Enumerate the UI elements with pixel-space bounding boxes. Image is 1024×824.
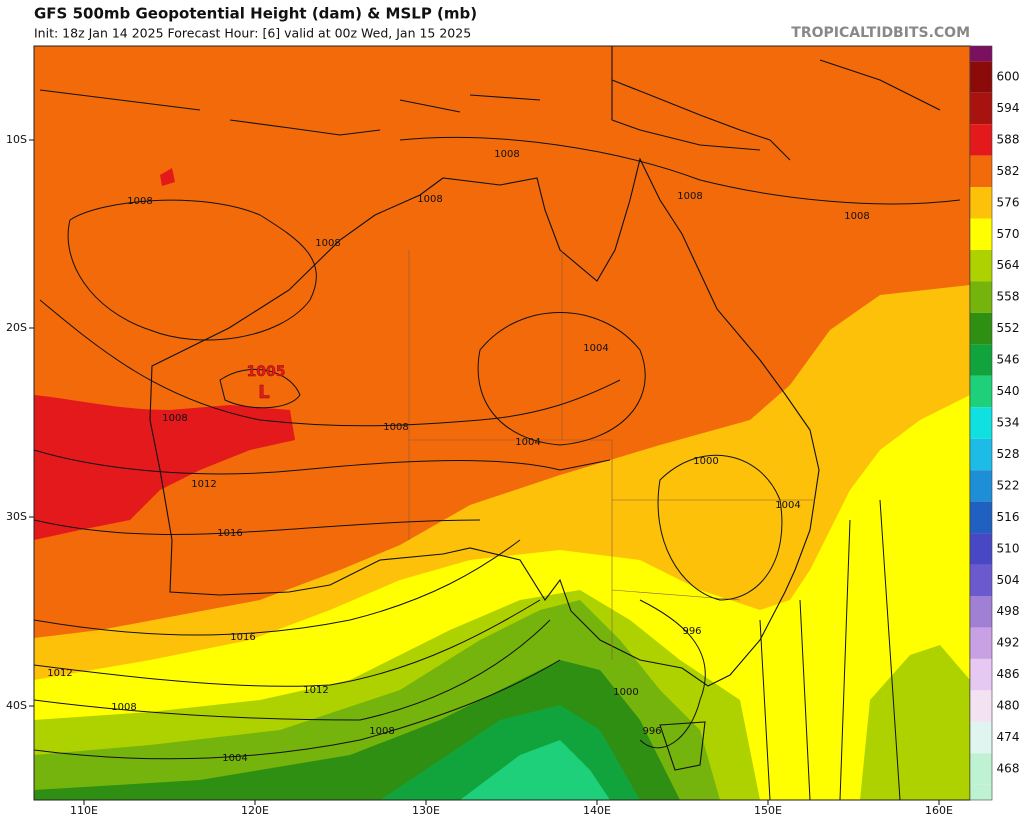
colorbar-swatch: [970, 407, 992, 439]
isobar-label: 1008: [383, 422, 408, 433]
isobar-label: 1008: [417, 194, 442, 205]
lon-label: 130E: [412, 804, 440, 817]
site-name: TROPICALTIDBITS.COM: [791, 25, 970, 41]
isobar-label: 1004: [222, 753, 247, 764]
colorbar-swatch: [970, 690, 992, 722]
low-symbol: L: [258, 382, 269, 403]
isobar-label: 1008: [127, 196, 152, 207]
colorbar-swatch: [970, 124, 992, 156]
colorbar-label: 576: [997, 195, 1020, 209]
lon-label: 150E: [754, 804, 782, 817]
colorbar-swatch: [970, 218, 992, 250]
colorbar-label: 594: [997, 101, 1020, 115]
colorbar-swatch: [970, 564, 992, 596]
colorbar-swatch: [970, 470, 992, 502]
colorbar-label: 558: [997, 290, 1020, 304]
isobar-label: 996: [642, 726, 661, 737]
lat-label: 10S: [6, 133, 27, 146]
colorbar: 600 594 588 582 576 570 564 558 552 546 540 534 528 5…: [969, 45, 1020, 801]
colorbar-swatch: [970, 375, 992, 408]
colorbar-label: 546: [997, 353, 1020, 367]
isobars: [34, 136, 961, 800]
colorbar-swatch: [970, 155, 992, 188]
isobar-label: 1012: [47, 668, 72, 679]
lon-label: 120E: [241, 804, 269, 817]
colorbar-label: 540: [997, 384, 1020, 398]
lat-label: 20S: [6, 321, 27, 334]
colorbar-swatch: [970, 281, 992, 313]
colorbar-label: 480: [997, 699, 1020, 713]
colorbar-swatch: [970, 596, 992, 628]
colorbar-label: 510: [997, 541, 1020, 555]
colorbar-swatch: [970, 344, 992, 376]
isobar-label: 1004: [775, 500, 800, 511]
colorbar-swatch: [970, 658, 992, 691]
band-540: [460, 740, 610, 800]
band-588: [34, 168, 295, 540]
colorbar-swatch: [970, 721, 992, 754]
lon-label: 140E: [583, 804, 611, 817]
colorbar-label: 498: [997, 604, 1020, 618]
map-area: 1005 L: [33, 45, 971, 801]
colorbar-swatch: [970, 187, 992, 219]
isobar-label: 1004: [515, 437, 540, 448]
colorbar-swatch: [970, 61, 992, 93]
colorbar-swatch: [970, 250, 992, 282]
colorbar-label: 468: [997, 762, 1020, 776]
colorbar-swatch: [970, 753, 992, 785]
isobar-label: 1008: [677, 191, 702, 202]
lat-label: 30S: [6, 510, 27, 523]
lat-label: 40S: [6, 699, 27, 712]
isobar-label: 1016: [230, 632, 255, 643]
colorbar-label: 552: [997, 321, 1020, 335]
low-pressure-value: 1005: [247, 364, 286, 380]
colorbar-label: 534: [997, 416, 1020, 430]
isobar-label: 1008: [162, 413, 187, 424]
colorbar-label: 582: [997, 164, 1020, 178]
isobar-label: 1004: [583, 343, 608, 354]
colorbar-swatch: [970, 627, 992, 659]
colorbar-label: 564: [997, 258, 1020, 272]
colorbar-swatch: [970, 501, 992, 534]
colorbar-label: 474: [997, 730, 1020, 744]
isobar-label: 1008: [494, 149, 519, 160]
isobar-label: 1008: [111, 702, 136, 713]
lon-label: 160E: [925, 804, 953, 817]
isobar-label: 1008: [369, 726, 394, 737]
isobar-label: 1000: [613, 687, 638, 698]
isobar-label: 1000: [693, 456, 718, 467]
isobar-label: 1008: [844, 211, 869, 222]
colorbar-label: 504: [997, 573, 1020, 587]
coastlines: [39, 46, 941, 771]
isobar-label: 1008: [315, 238, 340, 249]
colorbar-top: [970, 46, 992, 62]
colorbar-label: 588: [997, 132, 1020, 146]
colorbar-label: 522: [997, 478, 1020, 492]
colorbar-label: 528: [997, 447, 1020, 461]
colorbar-label: 486: [997, 667, 1020, 681]
colorbar-bottom: [970, 784, 992, 800]
subtitle: Init: 18z Jan 14 2025 Forecast Hour: [6]…: [34, 26, 471, 41]
colorbar-label: 492: [997, 636, 1020, 650]
lon-label: 110E: [70, 804, 98, 817]
title: GFS 500mb Geopotential Height (dam) & MS…: [34, 5, 477, 23]
isobar-label: 1012: [303, 685, 328, 696]
colorbar-swatch: [970, 438, 992, 471]
colorbar-frame: [969, 45, 993, 801]
isobar-label: 1016: [217, 528, 242, 539]
colorbar-label: 516: [997, 510, 1020, 524]
isobar-label: 1012: [191, 479, 216, 490]
isobar-label: 996: [682, 626, 701, 637]
colorbar-label: 570: [997, 227, 1020, 241]
colorbar-swatch: [970, 312, 992, 345]
region-borders: [408, 250, 815, 660]
colorbar-label: 600: [997, 70, 1020, 84]
colorbar-swatch: [970, 92, 992, 125]
colorbar-swatch: [970, 533, 992, 565]
